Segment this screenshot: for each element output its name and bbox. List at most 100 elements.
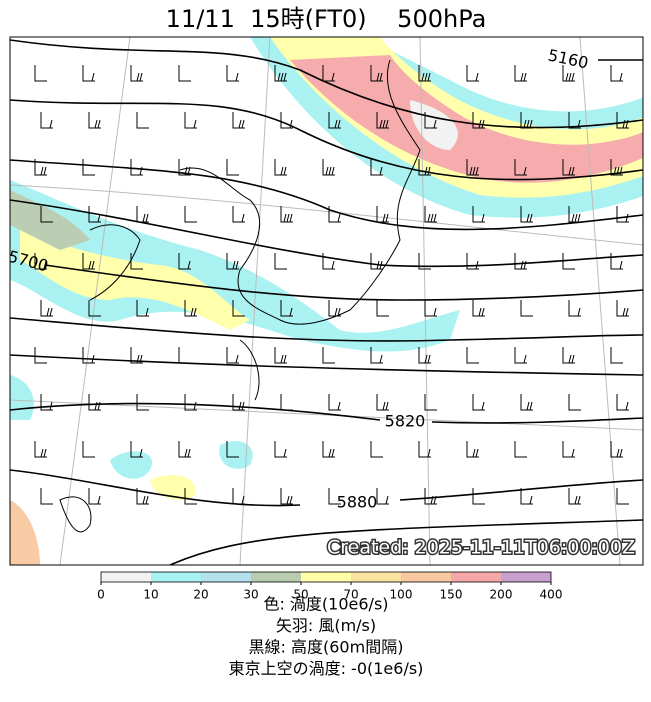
colorbar-segment [201, 572, 251, 582]
wind-barb [376, 300, 389, 317]
wind-barb [280, 394, 293, 411]
wind-barb [178, 159, 191, 176]
legend: 色: 渦度(10e6/s) 矢羽: 風(m/s) 黒線: 高度(60m間隔) 東京上空… [229, 595, 424, 679]
wind-barb [616, 394, 629, 411]
wind-barb [274, 159, 287, 176]
colorbar: 0 10 20 30 50 70 100 150 200 400 [97, 571, 563, 602]
wind-barb [370, 65, 383, 82]
colorbar-segment [501, 572, 551, 582]
colorbar-segment [351, 572, 401, 582]
legend-line: 黒線: 高度(60m間隔) [249, 638, 404, 657]
wind-barb [130, 159, 143, 176]
colorbar-tick-label: 30 [243, 588, 258, 602]
wind-barb [616, 206, 629, 223]
wind-barb [178, 441, 191, 458]
wind-barb [274, 253, 287, 270]
wind-barb [322, 159, 335, 176]
colorbar-segment [401, 572, 451, 582]
wind-barb [136, 112, 149, 129]
wind-barb [88, 206, 101, 223]
wind-barb [520, 394, 533, 411]
wind-barb [274, 65, 287, 82]
contour-label: 5820 [385, 412, 426, 431]
wind-barb [88, 300, 101, 317]
wind-barb [568, 488, 581, 505]
colorbar-tick-label: 400 [540, 588, 563, 602]
created-stamp: Created: 2025-11-11T06:00:00Z [327, 537, 635, 559]
wind-barb [274, 347, 287, 364]
wind-barb [520, 300, 533, 317]
wind-barb [466, 253, 479, 270]
colorbar-tick-label: 0 [97, 588, 105, 602]
wind-barb [376, 394, 389, 411]
wind-barb [226, 441, 239, 458]
wind-barb [226, 253, 239, 270]
wind-barb [520, 488, 533, 505]
wind-barb [232, 300, 245, 317]
wind-barb [88, 488, 101, 505]
wind-barb [40, 112, 53, 129]
wind-barb [610, 441, 623, 458]
wind-barbs [34, 65, 629, 505]
wind-barb [226, 347, 239, 364]
wind-barb [82, 441, 95, 458]
colorbar-segment [251, 572, 301, 582]
wind-barb [466, 65, 479, 82]
wind-barb [610, 159, 623, 176]
wind-barb [568, 206, 581, 223]
wind-barb [472, 112, 485, 129]
wind-barb [130, 441, 143, 458]
wind-barb [610, 253, 623, 270]
wind-barb [280, 206, 293, 223]
wind-barb [370, 159, 383, 176]
wind-barb [136, 300, 149, 317]
wind-barb [562, 253, 575, 270]
wind-barb [184, 112, 197, 129]
colorbar-segment [151, 572, 201, 582]
wind-barb [370, 441, 383, 458]
colorbar-frame [100, 571, 552, 583]
wind-barb [370, 347, 383, 364]
wind-barb [328, 112, 341, 129]
map-frame [9, 36, 644, 566]
wind-barb [466, 159, 479, 176]
wind-barb [88, 394, 101, 411]
wind-barb [136, 394, 149, 411]
colorbar-tick-label: 10 [143, 588, 158, 602]
legend-line: 矢羽: 風(m/s) [276, 616, 376, 635]
colorbar-tick-label: 150 [440, 588, 463, 602]
wind-barb [130, 253, 143, 270]
wind-barb [418, 347, 431, 364]
wind-barb [82, 253, 95, 270]
colorbar-tick-label: 100 [390, 588, 413, 602]
wind-barb [520, 112, 533, 129]
wind-barb [472, 300, 485, 317]
wind-barb [376, 112, 389, 129]
wind-barb [82, 159, 95, 176]
wind-barb [424, 394, 437, 411]
wind-barb [466, 347, 479, 364]
wind-barb [40, 206, 53, 223]
colorbar-segment [101, 572, 151, 582]
wind-barb [34, 347, 47, 364]
wind-barb [328, 394, 341, 411]
wind-barb [520, 206, 533, 223]
wind-barb [610, 65, 623, 82]
colorbar-tick-label: 200 [490, 588, 513, 602]
vorticity-shading [10, 37, 643, 565]
wind-barb [280, 300, 293, 317]
wind-barb [424, 206, 437, 223]
wind-barb [472, 488, 485, 505]
wind-barb [568, 112, 581, 129]
wind-barb [280, 488, 293, 505]
wind-barb [418, 65, 431, 82]
wind-barb [232, 394, 245, 411]
wind-barb [568, 394, 581, 411]
title: 11/11 15時(FT0) 500hPa [166, 5, 487, 33]
wind-barb [226, 159, 239, 176]
wind-barb [616, 112, 629, 129]
wind-barb [424, 112, 437, 129]
wind-barb [322, 441, 335, 458]
wind-barb [40, 394, 53, 411]
